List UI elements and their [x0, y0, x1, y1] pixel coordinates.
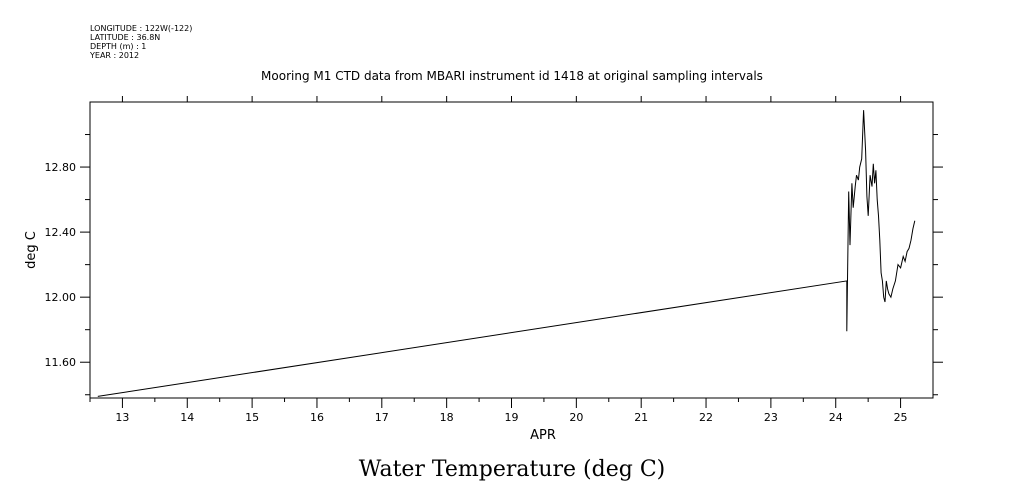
x-tick-label: 23 — [764, 411, 778, 424]
y-axis: 11.60 12.00 12.40 12.80 — [45, 134, 943, 396]
x-axis: 13 14 15 16 17 18 19 20 21 22 23 24 25 — [89, 96, 908, 424]
x-axis-label: APR — [530, 428, 556, 443]
depth-label: DEPTH (m) : 1 — [90, 42, 146, 51]
y-tick-label: 12.40 — [45, 226, 77, 239]
x-tick-label: 22 — [699, 411, 713, 424]
y-tick-label: 12.80 — [45, 161, 77, 174]
longitude-label: LONGITUDE : 122W(-122) — [90, 24, 192, 33]
x-tick-label: 19 — [505, 411, 519, 424]
x-tick-label: 13 — [115, 411, 129, 424]
temperature-series-line — [97, 110, 916, 397]
year-label: YEAR : 2012 — [89, 51, 139, 60]
x-tick-label: 21 — [634, 411, 648, 424]
y-tick-label: 12.00 — [45, 291, 77, 304]
x-tick-label: 15 — [245, 411, 259, 424]
y-axis-label: deg C — [24, 231, 39, 269]
chart-caption: Water Temperature (deg C) — [359, 457, 666, 482]
chart-title: Mooring M1 CTD data from MBARI instrumen… — [261, 69, 763, 83]
plot-frame — [89, 101, 934, 399]
y-tick-label: 11.60 — [45, 356, 77, 369]
latitude-label: LATITUDE : 36.8N — [90, 33, 160, 42]
x-tick-label: 25 — [894, 411, 908, 424]
x-tick-label: 18 — [440, 411, 454, 424]
x-tick-label: 24 — [829, 411, 843, 424]
series-layer — [97, 110, 916, 397]
metadata-block: LONGITUDE : 122W(-122) LATITUDE : 36.8N … — [89, 24, 192, 60]
x-tick-label: 17 — [375, 411, 389, 424]
x-tick-label: 16 — [310, 411, 324, 424]
x-tick-label: 20 — [569, 411, 583, 424]
x-tick-label: 14 — [180, 411, 194, 424]
